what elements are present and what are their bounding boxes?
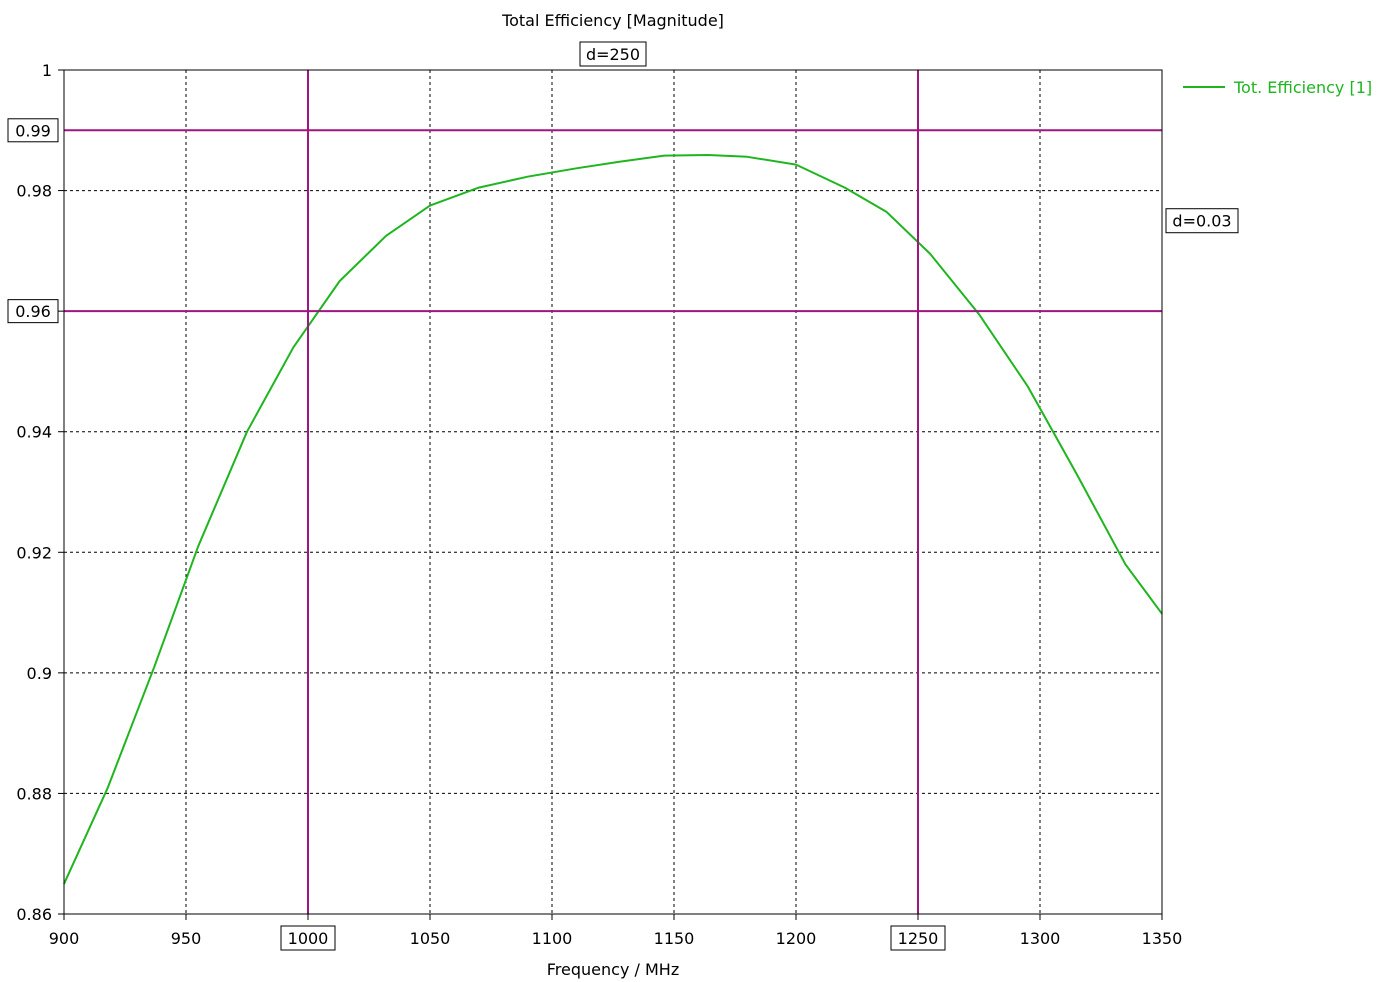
- y-tick-label: 0.92: [16, 543, 52, 562]
- marker-labels: 1000 1250 0.99 0.96 d=250 d=0.03: [7, 41, 1239, 951]
- x-delta-label-box: [579, 41, 647, 67]
- efficiency-line: [63, 154, 1163, 885]
- legend-label: Tot. Efficiency [1]: [1233, 78, 1372, 97]
- marker-group: [64, 70, 1162, 914]
- plot-frame: [63, 69, 1163, 915]
- vertical-marker-label-box: [280, 925, 336, 951]
- x-tick-label: 1100: [532, 929, 573, 948]
- x-axis-label: Frequency / MHz: [547, 960, 679, 979]
- vertical-marker-label-box: [890, 925, 946, 951]
- y-tick-label: 0.86: [16, 905, 52, 924]
- vertical-marker-label-text: 1250: [898, 929, 939, 948]
- axis-ticks: 900 950 1050 1100 1150 1200 1300 1350 0.86 0.88 0.…: [16, 61, 1182, 948]
- y-delta-label-box: [1165, 208, 1239, 234]
- horizontal-marker-label: 0.99: [7, 118, 59, 143]
- horizontal-marker-label-box: [7, 118, 59, 143]
- x-tick-label: 1300: [1020, 929, 1061, 948]
- x-tick-label: 1050: [410, 929, 451, 948]
- y-tick-label: 0.98: [16, 182, 52, 201]
- x-delta-label-text: d=250: [586, 45, 640, 64]
- horizontal-marker-label-text: 0.99: [15, 121, 51, 140]
- vertical-marker-label: 1000: [280, 925, 336, 951]
- y-tick-label: 1: [42, 61, 52, 80]
- vertical-marker-label-text: 1000: [288, 929, 329, 948]
- y-delta-label-text: d=0.03: [1172, 212, 1231, 231]
- series-group: [63, 154, 1163, 885]
- x-tick-label: 950: [171, 929, 202, 948]
- y-tick-label: 0.9: [27, 664, 52, 683]
- x-tick-label: 1200: [776, 929, 817, 948]
- x-tick-label: 1350: [1142, 929, 1183, 948]
- x-delta-label: d=250: [579, 41, 647, 67]
- plot-area: [64, 70, 1162, 914]
- x-tick-label: 1150: [654, 929, 695, 948]
- vertical-marker-label: 1250: [890, 925, 946, 951]
- chart-title: Total Efficiency [Magnitude]: [501, 11, 724, 30]
- horizontal-marker-label-text: 0.96: [15, 302, 51, 321]
- y-tick-label: 0.88: [16, 784, 52, 803]
- x-tick-label: 900: [49, 929, 80, 948]
- horizontal-marker-label: 0.96: [7, 299, 59, 324]
- y-delta-label: d=0.03: [1165, 208, 1239, 234]
- legend: Tot. Efficiency [1]: [1183, 78, 1372, 97]
- horizontal-marker-label-box: [7, 299, 59, 324]
- y-tick-label: 0.94: [16, 423, 52, 442]
